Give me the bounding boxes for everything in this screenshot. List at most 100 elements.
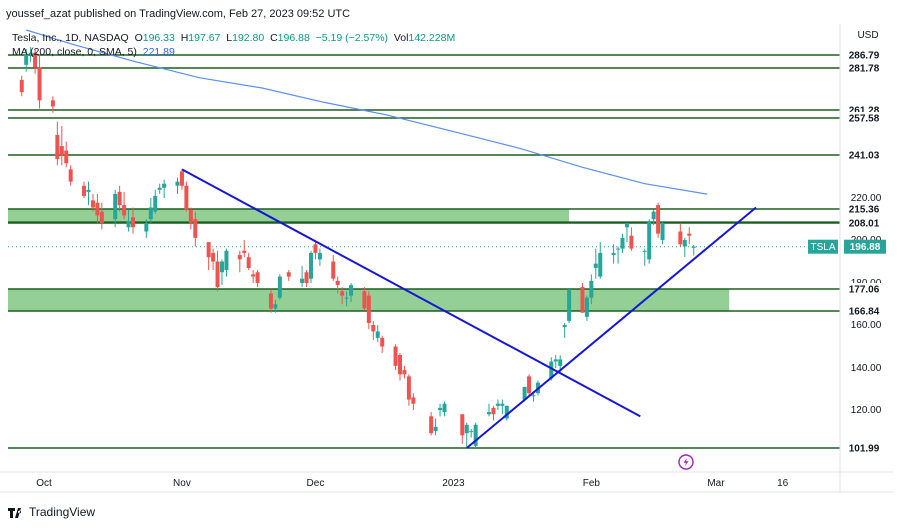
- candle-body-47: [313, 244, 318, 253]
- candle-body-24: [162, 183, 167, 188]
- candle-body-7: [59, 146, 64, 156]
- low-label: L: [226, 32, 233, 44]
- candle-body-57: [375, 331, 380, 338]
- candle-body-100: [660, 223, 665, 240]
- horizontal-levels: [8, 54, 840, 449]
- candle-body-48: [317, 252, 322, 260]
- level-label-bg-9: [842, 305, 886, 317]
- candle-body-9: [68, 169, 73, 182]
- candle-body-86: [580, 287, 585, 313]
- zone-gap-1: [729, 289, 840, 311]
- candle-body-77: [522, 386, 527, 400]
- candle-body-37: [246, 257, 251, 268]
- x-tick-label-5: Mar: [707, 478, 725, 489]
- candle-body-20: [144, 223, 149, 232]
- candle-body-25: [175, 181, 180, 186]
- level-label-9: 166.84: [849, 307, 880, 318]
- candle-body-22: [153, 195, 158, 212]
- change-value: −5.19 (−2.57%): [315, 32, 389, 44]
- candle-body-0: [19, 79, 24, 93]
- candle-body-62: [406, 376, 411, 400]
- level-label-bg-3: [842, 112, 886, 124]
- candle-body-99: [656, 205, 661, 234]
- candle-body-101: [678, 231, 683, 245]
- candle-body-72: [487, 412, 491, 415]
- candle-body-15: [113, 193, 118, 220]
- candle-body-49: [331, 261, 336, 279]
- candle-body-36: [242, 250, 247, 253]
- candle-body-104: [691, 246, 696, 248]
- x-tick-label-0: Oct: [36, 478, 52, 489]
- high-label: H: [180, 32, 189, 44]
- candle-body-16: [117, 191, 122, 206]
- x-tick-label-4: Feb: [583, 478, 601, 489]
- level-label-6: 101.99: [849, 444, 880, 455]
- level-label-bg-6: [842, 442, 886, 454]
- y-tick-label-0: 220.00: [851, 193, 882, 204]
- close-value: 196.88: [277, 32, 310, 44]
- candle-body-27: [184, 185, 189, 210]
- candle-body-67: [442, 403, 447, 413]
- x-tick-label-3: 2023: [442, 478, 465, 489]
- candle-body-6: [55, 134, 60, 160]
- ma-legend: MA (200, close, 0, SMA, 5) 221.89: [12, 46, 175, 58]
- trendline-1: [466, 206, 757, 449]
- level-label-7: 215.36: [849, 205, 880, 216]
- candle-body-55: [366, 295, 371, 323]
- candle-body-17: [122, 205, 127, 216]
- tradingview-brand[interactable]: TradingView: [8, 505, 95, 519]
- ma-line: [26, 29, 708, 195]
- event-lightning-icon[interactable]: [678, 454, 694, 470]
- ma-label[interactable]: MA (200, close, 0, SMA, 5): [12, 46, 137, 58]
- trendline-0: [181, 168, 641, 418]
- candle-body-58: [380, 337, 385, 347]
- candle-body-60: [398, 355, 402, 375]
- x-tick-label-1: Nov: [173, 478, 191, 489]
- trendlines: [181, 168, 757, 449]
- candle-body-18: [126, 221, 131, 228]
- level-label-bg-1: [842, 62, 886, 74]
- ma-value: 221.89: [142, 46, 175, 58]
- level-label-4: 241.03: [849, 151, 880, 162]
- vol-value: 142.228M: [408, 32, 456, 44]
- candle-body-61: [402, 370, 407, 375]
- axes: USD220.00200.00180.00160.00140.00120.002…: [0, 24, 893, 493]
- candle-body-83: [558, 359, 563, 366]
- candle-body-89: [593, 263, 598, 268]
- candle-body-88: [589, 280, 594, 298]
- candle-body-76: [504, 405, 509, 419]
- candle-body-52: [344, 297, 349, 299]
- last-price-tag: 196.88: [850, 242, 881, 253]
- level-label-bg-0: [842, 49, 886, 61]
- candle-body-95: [629, 235, 634, 249]
- candle-body-53: [349, 285, 354, 296]
- candle-body-82: [553, 359, 558, 362]
- candle-body-42: [277, 276, 282, 298]
- candle-body-65: [433, 426, 438, 432]
- candle-body-39: [255, 272, 260, 283]
- zone-gap-0: [569, 209, 840, 223]
- y-tick-label-5: 120.00: [851, 405, 882, 416]
- candle-body-75: [500, 403, 505, 406]
- candle-body-33: [220, 261, 224, 273]
- candle-body-40: [268, 293, 273, 309]
- candle-body-71: [473, 424, 478, 446]
- candle-body-64: [429, 416, 434, 434]
- symbol-name[interactable]: Tesla, Inc., 1D, NASDAQ: [12, 32, 129, 44]
- level-label-2: 261.28: [849, 106, 880, 117]
- candle-body-59: [393, 346, 398, 366]
- level-label-bg-7: [842, 203, 886, 215]
- support-zone-0: [8, 209, 570, 223]
- candle-body-32: [215, 261, 220, 288]
- x-tick-label-6: 16: [777, 478, 789, 489]
- candle-body-92: [616, 248, 621, 250]
- candle-body-102: [682, 240, 687, 247]
- level-label-8: 177.06: [849, 285, 880, 296]
- x-tick-label-2: Dec: [307, 478, 325, 489]
- candle-body-4: [37, 67, 42, 101]
- author-name[interactable]: youssef_azat: [6, 8, 71, 20]
- candle-body-96: [642, 250, 647, 252]
- candle-body-41: [273, 304, 278, 309]
- open-label: O: [134, 32, 143, 44]
